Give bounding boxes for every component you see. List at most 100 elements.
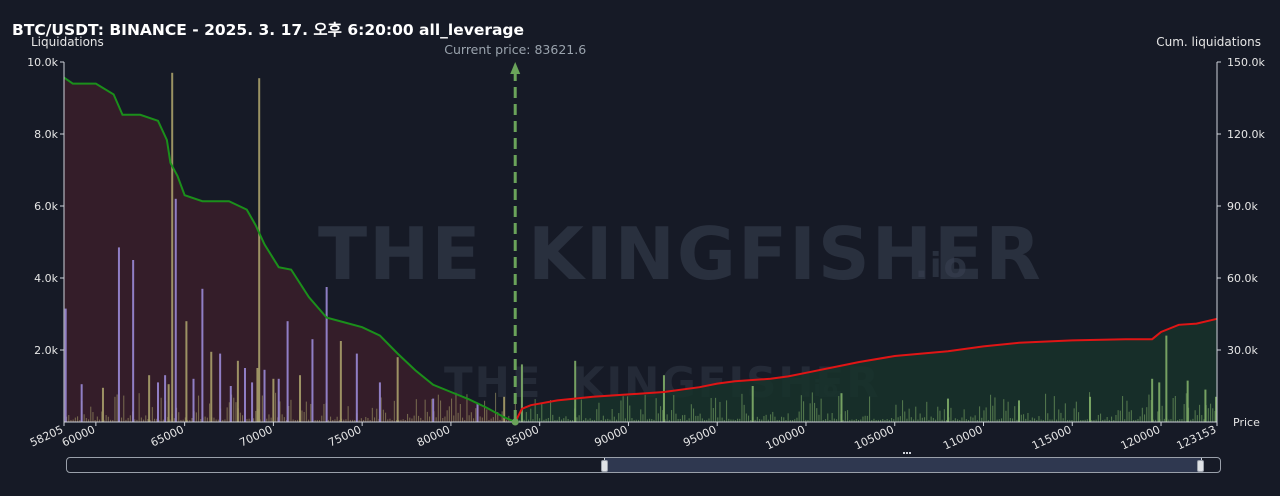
noise-bar — [499, 419, 501, 422]
noise-bar — [820, 398, 822, 422]
noise-bar — [420, 417, 422, 422]
range-scrollbar[interactable] — [66, 452, 1221, 473]
noise-bar — [1152, 419, 1154, 422]
noise-bar — [239, 412, 241, 422]
noise-bar — [811, 392, 813, 422]
noise-bar — [200, 419, 202, 422]
noise-bar — [754, 419, 756, 422]
noise-bar — [591, 419, 593, 422]
noise-bar — [558, 416, 560, 422]
noise-bar — [627, 396, 629, 422]
noise-bar — [290, 399, 292, 422]
noise-bar — [281, 414, 283, 422]
liquidation-bar — [432, 398, 435, 422]
liquidation-bar — [355, 353, 358, 422]
noise-bar — [649, 418, 651, 422]
noise-bar — [976, 419, 978, 422]
noise-bar — [1007, 401, 1009, 422]
noise-bar — [308, 419, 310, 422]
liquidation-bar — [251, 382, 254, 422]
noise-bar — [79, 419, 81, 422]
noise-bar — [701, 418, 703, 422]
noise-bar — [748, 415, 750, 422]
noise-bar — [631, 418, 633, 422]
x-tick-label: 90000 — [592, 423, 629, 450]
noise-bar — [446, 410, 448, 422]
range-selector-window[interactable] — [604, 452, 1202, 472]
x-tick-label: 95000 — [681, 423, 718, 450]
short-cum-line — [63, 76, 516, 423]
noise-bar — [1034, 418, 1036, 422]
noise-bar — [138, 393, 140, 422]
liquidation-bar — [286, 321, 289, 422]
long-cum-line — [514, 317, 1218, 423]
noise-bar — [1117, 410, 1119, 422]
noise-bar — [607, 418, 609, 422]
noise-bar — [616, 419, 618, 422]
noise-bar — [475, 408, 477, 422]
noise-bar — [1174, 395, 1176, 422]
y-tick-label: 6.0k — [34, 200, 58, 213]
noise-bar — [800, 395, 802, 422]
noise-bar — [825, 419, 827, 422]
noise-bar — [129, 415, 131, 422]
noise-bar — [640, 409, 642, 422]
noise-bar — [880, 419, 882, 422]
noise-bar — [396, 419, 398, 422]
noise-bar — [74, 417, 76, 422]
noise-bar — [844, 411, 846, 422]
noise-bar — [690, 404, 692, 422]
noise-bar — [116, 394, 118, 422]
noise-bar — [1053, 396, 1055, 422]
noise-bar — [330, 416, 332, 422]
noise-bar — [1040, 419, 1042, 422]
x-tick-label: 85000 — [504, 423, 541, 450]
noise-bar — [404, 419, 406, 422]
noise-bar — [1027, 412, 1029, 422]
noise-bar — [206, 417, 208, 422]
noise-bar — [323, 403, 325, 422]
noise-bar — [1199, 404, 1201, 422]
liquidation-bar — [574, 360, 577, 422]
noise-bar — [1201, 415, 1203, 422]
noise-bar — [871, 419, 873, 422]
noise-bar — [402, 419, 404, 422]
noise-bar — [431, 399, 433, 422]
noise-bar — [959, 420, 961, 422]
noise-bar — [547, 417, 549, 422]
liquidation-bar — [148, 375, 151, 422]
noise-bar — [140, 417, 142, 422]
noise-bar — [585, 418, 587, 422]
noise-bar — [666, 414, 668, 422]
noise-bar — [534, 399, 536, 422]
noise-bar — [565, 416, 567, 422]
noise-bar — [950, 407, 952, 422]
noise-bar — [776, 419, 778, 422]
noise-bar — [407, 413, 409, 422]
range-handle-right[interactable] — [1197, 460, 1204, 472]
noise-bar — [169, 419, 171, 422]
left-axis-title: Liquidations — [31, 35, 104, 49]
noise-bar — [288, 406, 290, 422]
noise-bar — [310, 403, 312, 422]
liquidation-bar — [64, 308, 67, 422]
noise-bar — [860, 419, 862, 422]
noise-bar — [809, 403, 811, 422]
noise-bar — [864, 415, 866, 422]
noise-bar — [877, 419, 879, 422]
noise-bar — [624, 418, 626, 422]
range-handle-left[interactable] — [601, 460, 608, 472]
noise-bar — [594, 419, 596, 422]
noise-bar — [301, 410, 303, 422]
noise-bar — [1190, 419, 1192, 422]
noise-bar — [347, 406, 349, 422]
noise-bar — [422, 419, 424, 422]
noise-bar — [147, 418, 149, 422]
noise-bar — [283, 417, 285, 422]
noise-bar — [1196, 415, 1198, 422]
noise-bar — [1060, 412, 1062, 422]
liquidation-bar — [258, 78, 261, 422]
noise-bar — [965, 419, 967, 422]
noise-bar — [363, 419, 365, 422]
noise-bar — [1029, 419, 1031, 422]
